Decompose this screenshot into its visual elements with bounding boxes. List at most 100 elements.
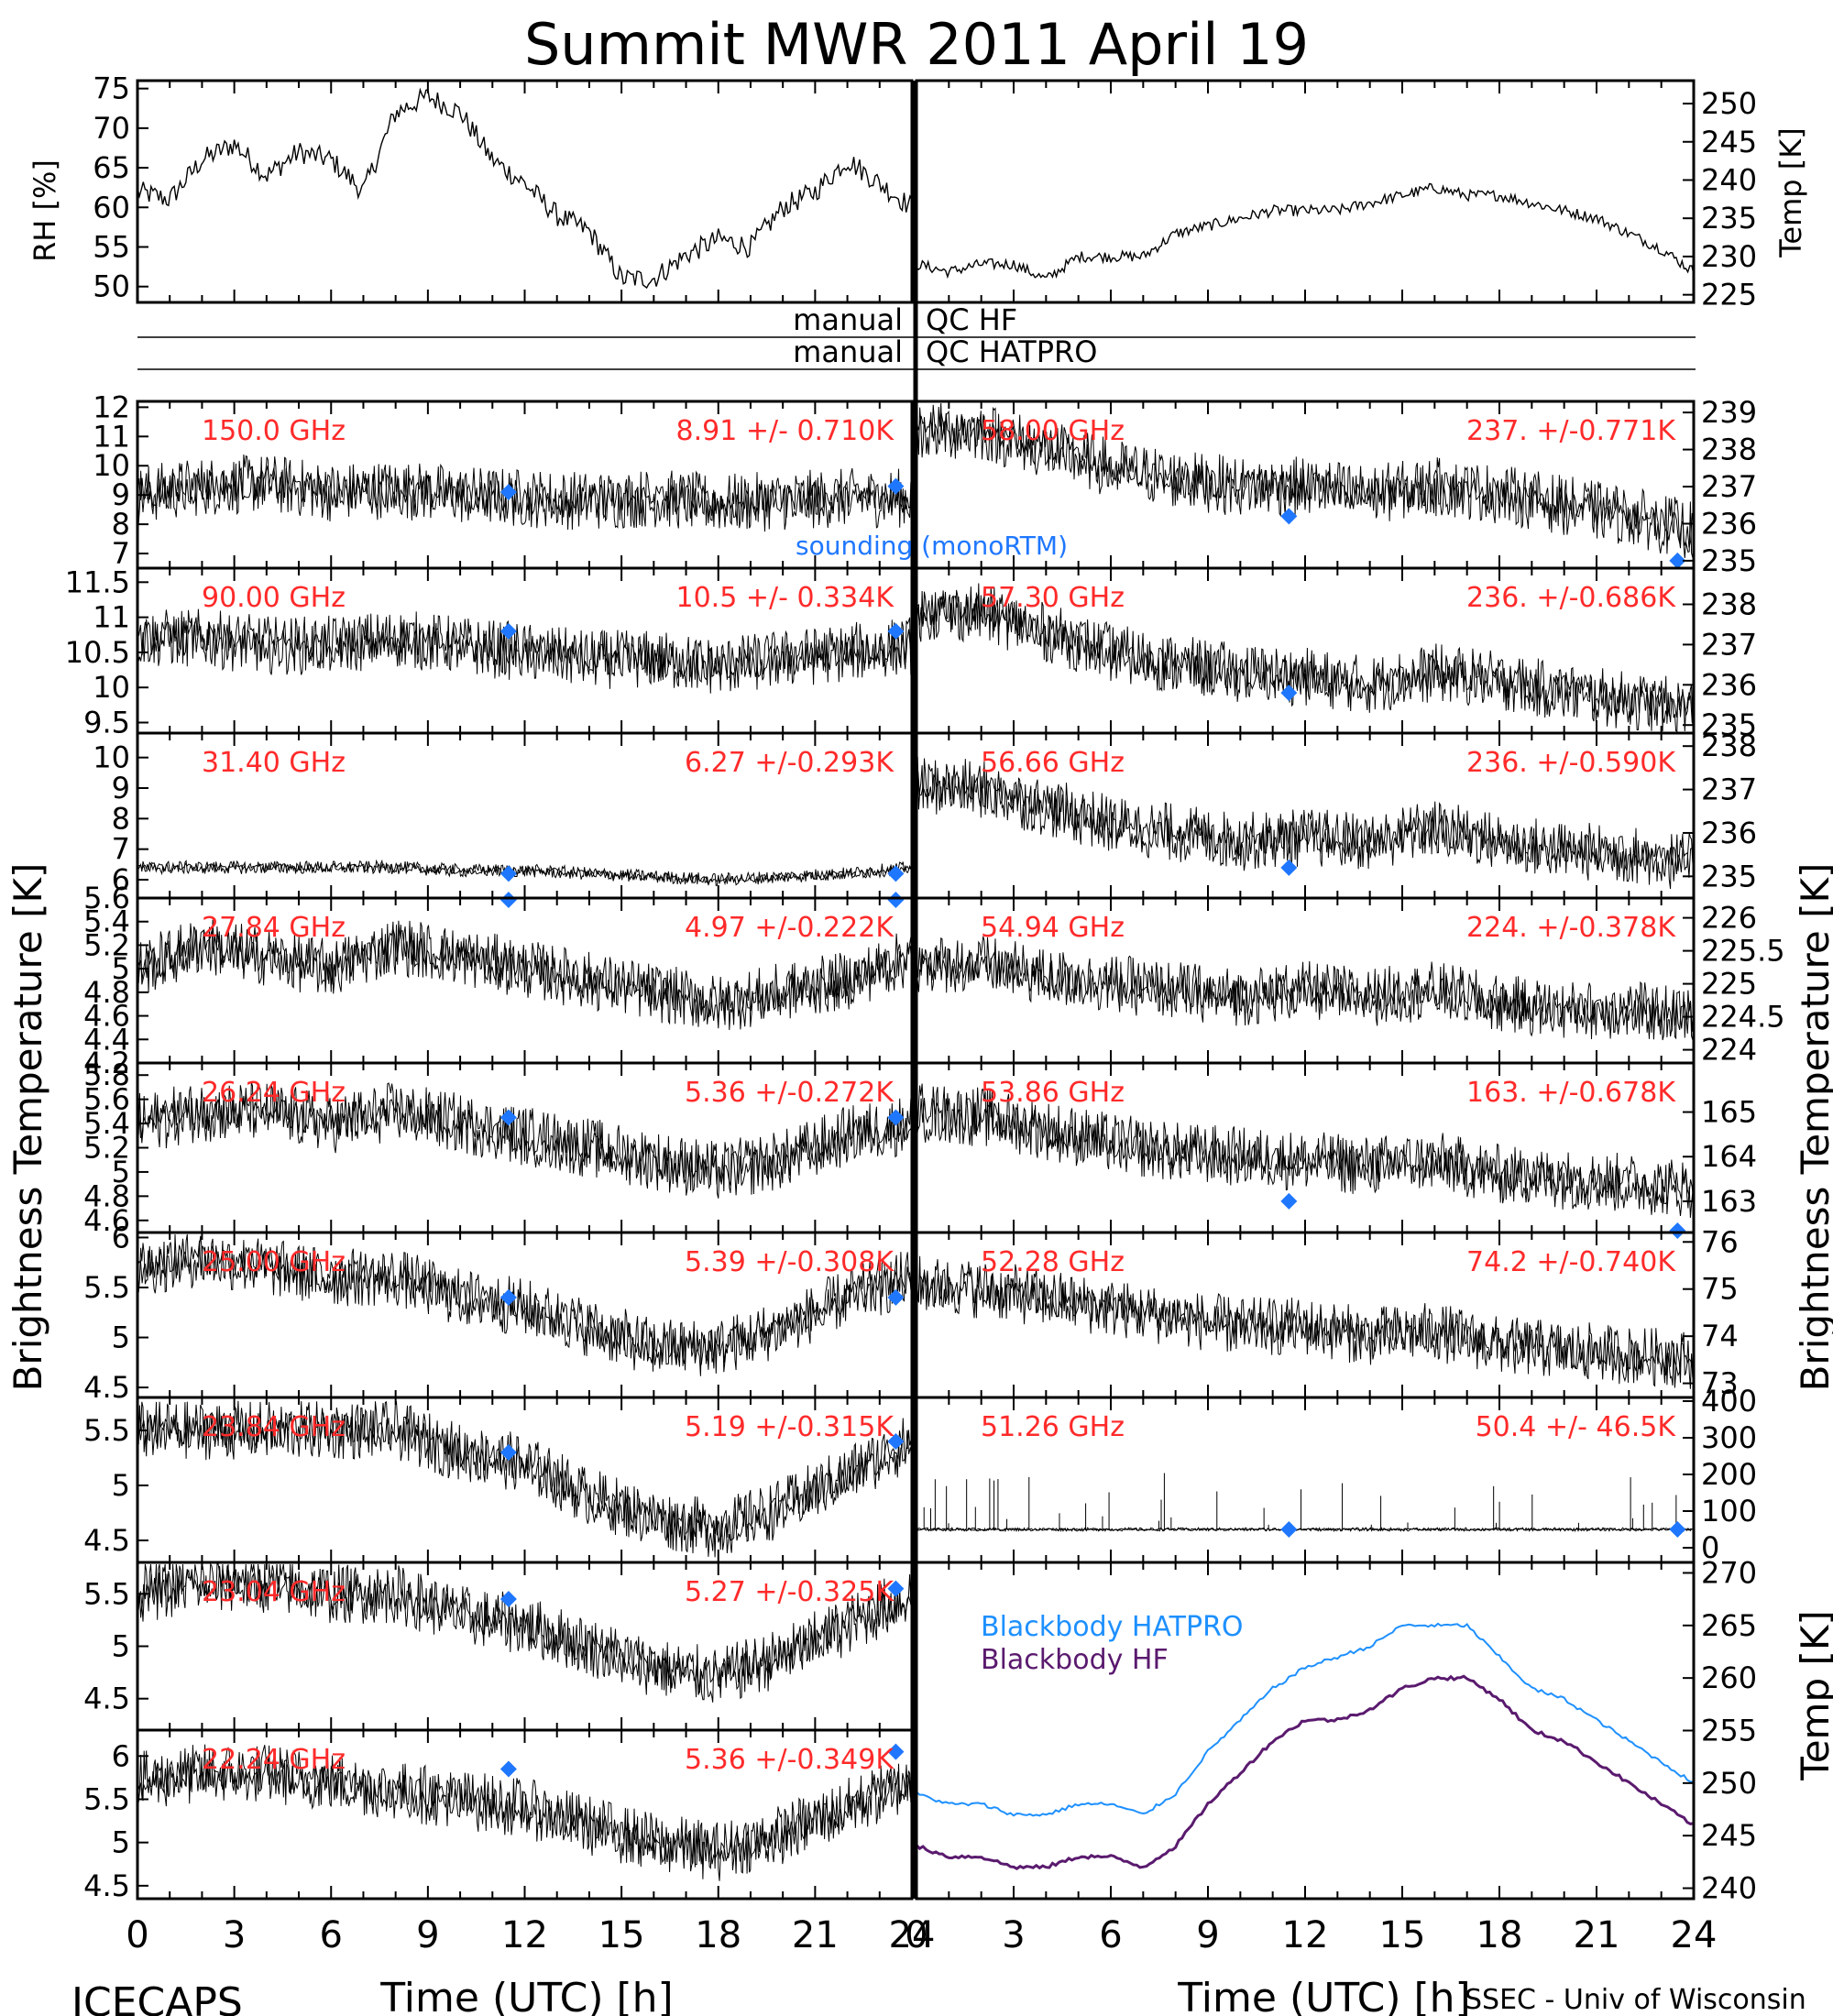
ch-57.30-freq-label: 57.30 GHz [981,582,1125,614]
ch-23.04-series-line [137,1562,913,1703]
ch-26.24-stat-label: 5.36 +/-0.272K [685,1077,895,1109]
ch-23.04-sounding-point [499,1591,517,1608]
temp-ytick-label: 230 [1701,239,1757,274]
ch-54.94-ytick-label: 225 [1701,967,1757,1002]
ch-90.00-stat-label: 10.5 +/- 0.334K [676,582,895,614]
x-right-tick-label: 12 [1282,1914,1329,1956]
ch-23.04-stat-label: 5.27 +/-0.325K [685,1576,895,1608]
ch-53.86-freq-label: 53.86 GHz [981,1077,1125,1109]
blackbody-ytick-label: 260 [1701,1660,1757,1695]
ch-51.26-ytick-label: 200 [1701,1457,1757,1492]
ch-58.00-ytick-label: 235 [1701,543,1757,578]
ch-31.40-ytick-label: 6 [112,862,130,897]
ch-25.00-panel: 4.5 5 5.5 6 25.00 GHz 5.39 +/-0.308K [83,1220,914,1405]
ch-54.94-series-line [916,936,1695,1041]
ch-31.40-ytick-label: 10 [93,740,130,775]
ch-25.00-ytick-label: 5.5 [83,1270,130,1305]
ch-31.40-stat-label: 6.27 +/-0.293K [685,747,895,779]
ch-31.40-ytick-label: 7 [112,832,130,867]
ch-31.40-freq-label: 31.40 GHz [202,747,346,779]
ch-27.84-ytick-label: 5.6 [83,881,130,915]
blackbody-ytick-label: 270 [1701,1555,1757,1590]
qc-panel: manual QC HF manual QC HATPRO [137,302,1696,403]
ch-31.40-ytick-label: 8 [112,801,130,836]
ch-25.00-sounding-point [499,1288,517,1306]
ch-90.00-sounding-point [499,622,517,640]
ch-26.24-ytick-label: 5.4 [83,1106,130,1141]
ch-56.66-sounding-point [1280,859,1298,876]
ch-27.84-ytick-label: 5.4 [83,904,130,939]
ch-150.0-ytick-label: 9 [112,477,130,512]
x-left-tick-label: 12 [501,1914,548,1956]
x-left-tick-label: 9 [416,1914,439,1956]
ch-54.94-stat-label: 224. +/-0.378K [1466,912,1676,944]
ch-52.28-ytick-label: 74 [1701,1319,1739,1353]
ch-23.04-ytick-label: 4.5 [83,1682,130,1716]
ch-150.0-note-label: sounding (monoRTM) [796,531,1068,561]
footer-right-label: SSEC - Univ of Wisconsin [1465,1984,1806,2016]
ch-53.86-sounding-point [1280,1192,1298,1210]
ch-56.66-ytick-label: 236 [1701,816,1757,850]
temp-top-axis-label: Temp [K] [1773,127,1808,257]
ch-90.00-ytick-label: 11.5 [65,564,130,599]
x-right-tick-label: 9 [1196,1914,1219,1956]
ch-90.00-ytick-label: 10 [93,670,130,705]
ch-23.04-freq-label: 23.04 GHz [202,1576,346,1608]
ch-150.0-sounding-point [887,477,905,495]
ch-25.00-freq-label: 25.00 GHz [202,1246,346,1278]
x-left-tick-label: 15 [598,1914,645,1956]
ch-58.00-stat-label: 237. +/-0.771K [1466,415,1676,447]
rh-ytick-label: 70 [93,111,130,146]
ch-26.24-series-line [137,1081,913,1199]
ch-23.04-series-line-overlay [137,1565,913,1693]
temp-bottom-axis-label: Temp [K] [1793,1610,1833,1781]
ch-54.94-ytick-label: 226 [1701,901,1757,936]
ch-27.84-sounding-point [887,892,905,908]
ch-51.26-freq-label: 51.26 GHz [981,1411,1125,1443]
rh-ytick-label: 50 [93,269,130,304]
ch-22.24-ytick-label: 5 [112,1825,130,1860]
ch-150.0-ytick-label: 12 [93,389,130,424]
ch-23.84-ytick-label: 4.5 [83,1523,130,1558]
rh-series-line [137,87,913,290]
ch-23.84-freq-label: 23.84 GHz [202,1411,346,1443]
ch-56.66-freq-label: 56.66 GHz [981,747,1125,779]
ch-25.00-sounding-point [887,1288,905,1306]
ch-54.94-series-line-overlay [916,947,1695,1035]
ch-150.0-sounding-point [499,483,517,500]
ch-51.26-ytick-label: 300 [1701,1420,1757,1455]
ch-57.30-series-line [916,583,1695,732]
blackbody-ytick-label: 240 [1701,1871,1757,1906]
ch-23.84-sounding-point [499,1444,517,1461]
brightness-right-axis-label: Brightness Temperature [K] [1793,863,1833,1392]
ch-26.24-freq-label: 26.24 GHz [202,1077,346,1109]
ch-26.24-series-line-overlay [137,1092,913,1190]
x-right-tick-label: 21 [1574,1914,1620,1956]
ch-26.24-sounding-point [887,1109,905,1126]
ch-27.84-ytick-label: 5.2 [83,927,130,962]
ch-52.28-ytick-label: 76 [1701,1224,1739,1259]
x-right-tick-label: 18 [1476,1914,1523,1956]
ch-22.24-freq-label: 22.24 GHz [202,1744,346,1776]
ch-26.24-sounding-point [499,1109,517,1126]
ch-27.84-stat-label: 4.97 +/-0.222K [685,912,895,944]
ch-90.00-freq-label: 90.00 GHz [202,582,346,614]
ch-31.40-series-line-overlay [137,861,913,884]
temp-series-line [916,182,1695,279]
ch-22.24-sounding-point [887,1743,905,1760]
ch-58.00-sounding-point [1280,508,1298,525]
ch-27.84-ytick-label: 4.4 [83,1022,130,1057]
ch-51.26-series-line-overlay [916,1528,1695,1531]
ch-22.24-sounding-point [499,1760,517,1778]
blackbody-ytick-label: 255 [1701,1714,1757,1748]
ch-52.28-series-line-overlay [916,1268,1695,1377]
ch-57.30-ytick-label: 235 [1701,707,1757,742]
ch-22.24-ytick-label: 4.5 [83,1868,130,1903]
ch-90.00-ytick-label: 11 [93,600,130,635]
figure-title: Summit MWR 2011 April 19 [524,11,1309,78]
